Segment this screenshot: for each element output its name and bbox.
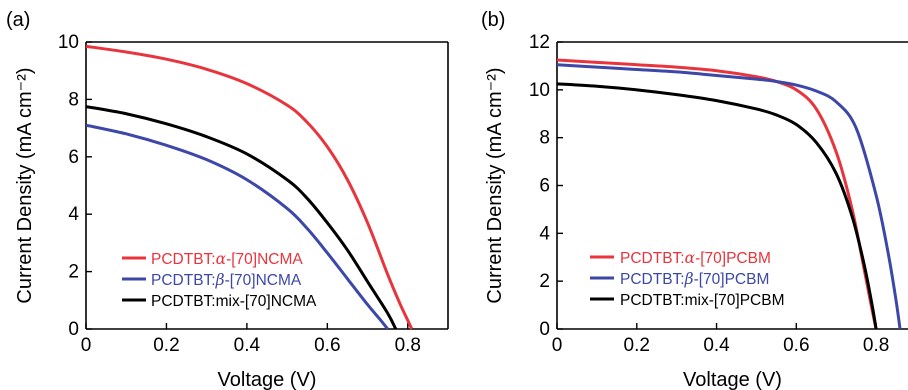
x-tick-label: 0.2 — [624, 335, 650, 356]
legend-label-symbol: α — [216, 250, 227, 268]
x-tick-label: 0.2 — [153, 335, 179, 356]
x-tick-label: 0 — [81, 335, 92, 356]
legend-label-prefix: PCDTBT: — [151, 272, 216, 289]
panel-label: (a) — [6, 9, 30, 31]
y-tick-label: 12 — [529, 32, 550, 53]
x-axis-title: Voltage (V) — [218, 369, 317, 390]
y-tick-label: 6 — [539, 176, 550, 197]
y-tick-label: 2 — [539, 271, 550, 292]
legend-label-symbol: β — [215, 271, 225, 289]
x-tick-label: 0.4 — [234, 335, 261, 356]
y-tick-label: 4 — [68, 204, 79, 225]
legend-label-prefix: PCDTBT: — [620, 250, 685, 267]
y-tick-label: 0 — [539, 319, 550, 340]
series-line-3 — [557, 82, 878, 330]
legend-label: PCDTBT:β-[70]PCBM — [620, 270, 769, 288]
y-tick-label: 0 — [68, 319, 79, 340]
y-tick-label: 2 — [68, 262, 79, 283]
legend-label-symbol: β — [684, 270, 694, 288]
legend-label: PCDTBT:α-[70]NCMA — [151, 250, 303, 268]
legend-label-prefix: PCDTBT: — [151, 251, 216, 268]
legend-label: PCDTBT:mix-[70]PCBM — [620, 292, 785, 309]
series-line-3 — [86, 105, 398, 330]
x-tick-label: 0.4 — [703, 335, 730, 356]
chart-panel-a: (a) 0 0.2 0.4 0.6 0.8 0 2 4 6 8 10 Voltage (V) Curren… — [6, 9, 449, 390]
legend-label-suffix: -[70]NCMA — [226, 251, 303, 268]
legend-label-prefix: PCDTBT:mix-[70]NCMA — [151, 293, 317, 310]
y-axis-title: Current Density (mA cm⁻²) — [484, 67, 506, 303]
x-axis-title: Voltage (V) — [683, 369, 782, 390]
legend-label-suffix: -[70]PCBM — [695, 250, 771, 267]
y-tick-label: 8 — [68, 89, 79, 110]
legend-label: PCDTBT:β-[70]NCMA — [151, 271, 302, 289]
x-tick-label: 0.6 — [783, 335, 809, 356]
panel-label: (b) — [481, 9, 505, 31]
legend-label-suffix: -[70]PCBM — [694, 271, 770, 288]
legend-label-prefix: PCDTBT:mix-[70]PCBM — [620, 292, 785, 309]
legend-label: PCDTBT:α-[70]PCBM — [620, 249, 771, 267]
y-axis-title: Current Density (mA cm⁻²) — [14, 67, 36, 303]
x-tick-label: 0.8 — [395, 335, 421, 356]
x-tick-label: 0.8 — [863, 335, 889, 356]
y-tick-label: 10 — [529, 80, 550, 101]
series-line-2 — [557, 63, 902, 330]
legend-label-suffix: -[70]NCMA — [225, 272, 302, 289]
y-tick-label: 4 — [539, 223, 550, 244]
series-line-2 — [86, 123, 389, 330]
legend-label: PCDTBT:mix-[70]NCMA — [151, 293, 317, 310]
y-tick-label: 10 — [58, 32, 79, 53]
x-tick-label: 0 — [552, 335, 563, 356]
y-tick-label: 8 — [539, 128, 550, 149]
legend-label-symbol: α — [685, 249, 696, 267]
legend-label-prefix: PCDTBT: — [620, 271, 685, 288]
y-tick-label: 6 — [68, 147, 79, 168]
chart-panel-b: (b) 0 0.2 0.4 0.6 0.8 0 2 4 6 8 10 12 Voltage (V) Curr… — [481, 9, 908, 390]
x-tick-label: 0.6 — [314, 335, 340, 356]
series-line-1 — [86, 44, 414, 330]
